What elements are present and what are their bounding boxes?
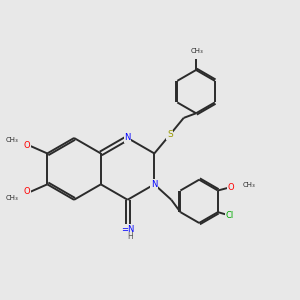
Text: O: O xyxy=(23,188,30,196)
Text: O: O xyxy=(23,141,30,150)
Text: S: S xyxy=(167,130,173,140)
Text: N: N xyxy=(124,134,131,142)
Text: CH₃: CH₃ xyxy=(191,48,203,54)
Text: Cl: Cl xyxy=(226,211,234,220)
Text: CH₃: CH₃ xyxy=(5,195,18,201)
Text: =N: =N xyxy=(121,225,134,234)
Text: O: O xyxy=(228,183,234,192)
Text: CH₃: CH₃ xyxy=(5,137,18,143)
Text: H: H xyxy=(128,232,133,241)
Text: CH₃: CH₃ xyxy=(242,182,255,188)
Text: N: N xyxy=(151,180,158,189)
